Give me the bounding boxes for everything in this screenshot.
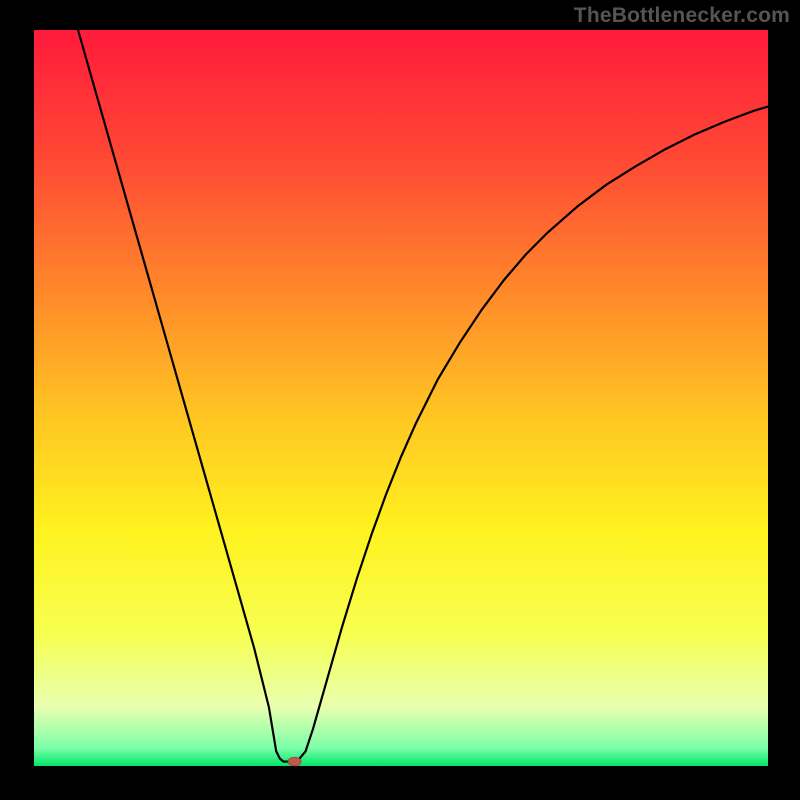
chart-container: TheBottlenecker.com [0,0,800,800]
plot-svg [0,0,800,800]
plot-background [34,30,768,766]
optimum-marker [288,757,301,766]
watermark-label: TheBottlenecker.com [574,4,790,28]
